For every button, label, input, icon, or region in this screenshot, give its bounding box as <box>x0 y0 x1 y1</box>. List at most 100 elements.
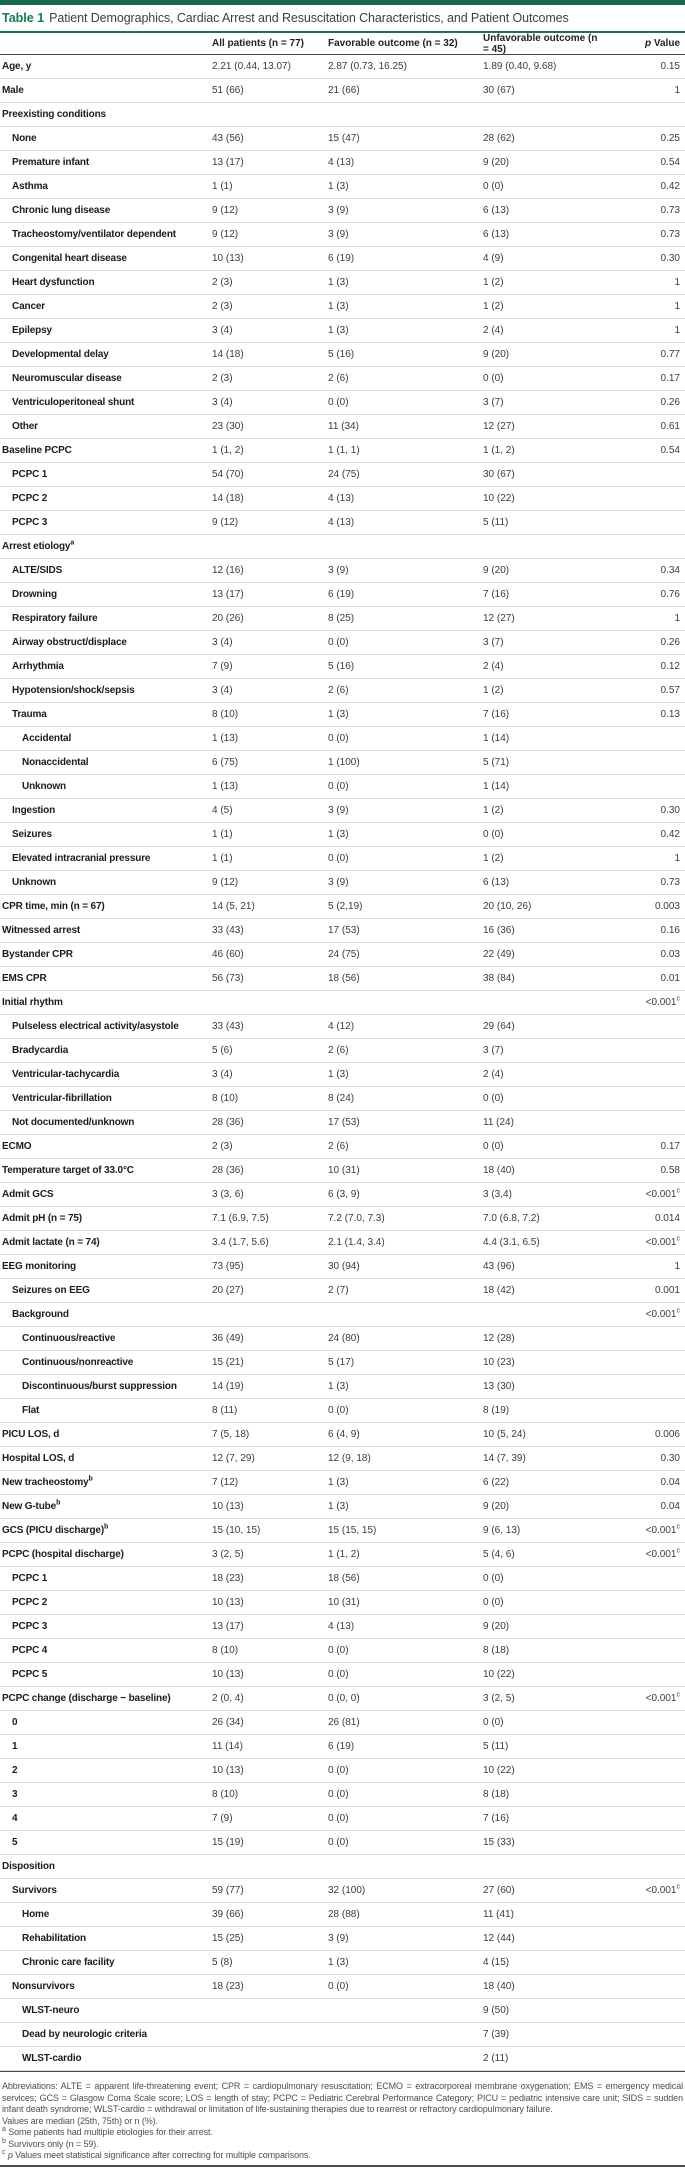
table-row: GCS (PICU discharge)b 15 (10, 15) 15 (15, … <box>0 1519 685 1543</box>
cell-all-patients: 13 (17) <box>212 589 244 600</box>
table-row: PCPC change (discharge − baseline) 2 (0, … <box>0 1687 685 1711</box>
table-row: PCPC 4 8 (10) 0 (0) 8 (18) <box>0 1639 685 1663</box>
header-p-value: p Value <box>644 38 680 49</box>
table-row: Nonsurvivors 18 (23) 0 (0) 18 (40) <box>0 1975 685 1999</box>
cell-unfavorable-outcome: 13 (30) <box>483 1381 515 1392</box>
cell-all-patients: 3 (4) <box>212 1069 233 1080</box>
table-row: 4 7 (9) 0 (0) 7 (16) <box>0 1807 685 1831</box>
cell-all-patients: 1 (1) <box>212 853 233 864</box>
cell-unfavorable-outcome: 0 (0) <box>483 181 504 192</box>
cell-unfavorable-outcome: 27 (60) <box>483 1885 515 1896</box>
table-row: Temperature target of 33.0°C 28 (36) 10 (3… <box>0 1159 685 1183</box>
cell-all-patients: 7 (5, 18) <box>212 1429 250 1440</box>
cell-favorable-outcome: 5 (16) <box>328 349 355 360</box>
cell-favorable-outcome: 3 (9) <box>328 205 349 216</box>
table-row: Ingestion 4 (5) 3 (9) 1 (2) 0.30 <box>0 799 685 823</box>
table-row: Chronic lung disease 9 (12) 3 (9) 6 (13) 0.7… <box>0 199 685 223</box>
cell-unfavorable-outcome: 5 (11) <box>483 1741 509 1752</box>
cell-p-value: 0.04 <box>660 1501 680 1512</box>
table-number-label: Table 1 <box>2 11 45 25</box>
row-label: Dead by neurologic criteria <box>22 2029 147 2040</box>
cell-favorable-outcome: 2 (6) <box>328 1141 349 1152</box>
cell-unfavorable-outcome: 3 (2, 5) <box>483 1693 515 1704</box>
cell-unfavorable-outcome: 1 (2) <box>483 685 504 696</box>
row-label: Premature infant <box>12 157 90 168</box>
cell-unfavorable-outcome: 4 (9) <box>483 253 504 264</box>
cell-favorable-outcome: 0 (0) <box>328 1765 349 1776</box>
cell-all-patients: 8 (10) <box>212 1645 239 1656</box>
table-row: Unknown 9 (12) 3 (9) 6 (13) 0.73 <box>0 871 685 895</box>
table-row: Ventriculoperitoneal shunt 3 (4) 0 (0) 3 (7… <box>0 391 685 415</box>
cell-all-patients: 10 (13) <box>212 1597 244 1608</box>
row-label: PCPC 1 <box>12 1573 48 1584</box>
row-label: Arrest etiologya <box>2 539 75 552</box>
row-label: Nonaccidental <box>22 757 89 768</box>
table-row: Trauma 8 (10) 1 (3) 7 (16) 0.13 <box>0 703 685 727</box>
row-label: Drowning <box>12 589 57 600</box>
cell-p-value: <0.001c <box>645 1523 680 1536</box>
cell-p-value: 0.26 <box>660 637 680 648</box>
cell-p-value: 0.30 <box>660 805 680 816</box>
cell-all-patients: 9 (12) <box>212 517 239 528</box>
table-title: Table 1 Patient Demographics, Cardiac Ar… <box>0 5 685 33</box>
cell-favorable-outcome: 0 (0) <box>328 733 349 744</box>
cell-unfavorable-outcome: 8 (19) <box>483 1405 510 1416</box>
cell-p-value: <0.001c <box>645 1547 680 1560</box>
table-row: Continuous/nonreactive 15 (21) 5 (17) 10 (2… <box>0 1351 685 1375</box>
row-label: PICU LOS, d <box>2 1429 60 1440</box>
cell-favorable-outcome: 1 (3) <box>328 277 349 288</box>
cell-all-patients: 39 (66) <box>212 1909 244 1920</box>
cell-p-value: <0.001c <box>645 1691 680 1704</box>
row-label: Survivors <box>12 1885 57 1896</box>
table-row: Continuous/reactive 36 (49) 24 (80) 12 (28) <box>0 1327 685 1351</box>
cell-unfavorable-outcome: 12 (28) <box>483 1333 515 1344</box>
cell-p-value: 1 <box>674 85 680 96</box>
table-row: Hospital LOS, d 12 (7, 29) 12 (9, 18) 14 (7… <box>0 1447 685 1471</box>
cell-all-patients: 10 (13) <box>212 253 244 264</box>
table-row: ECMO 2 (3) 2 (6) 0 (0) 0.17 <box>0 1135 685 1159</box>
cell-favorable-outcome: 0 (0) <box>328 1645 349 1656</box>
cell-favorable-outcome: 15 (15, 15) <box>328 1525 377 1536</box>
table-row: Heart dysfunction 2 (3) 1 (3) 1 (2) 1 <box>0 271 685 295</box>
cell-p-value: 0.26 <box>660 397 680 408</box>
row-label: Respiratory failure <box>12 613 98 624</box>
table-row: Admit lactate (n = 74) 3.4 (1.7, 5.6) 2.1 … <box>0 1231 685 1255</box>
cell-favorable-outcome: 10 (31) <box>328 1165 360 1176</box>
cell-favorable-outcome: 0 (0) <box>328 853 349 864</box>
cell-favorable-outcome: 5 (16) <box>328 661 355 672</box>
cell-p-value: 0.54 <box>660 157 680 168</box>
cell-favorable-outcome: 17 (53) <box>328 925 360 936</box>
cell-all-patients: 8 (10) <box>212 1093 239 1104</box>
cell-unfavorable-outcome: 15 (33) <box>483 1837 515 1848</box>
cell-favorable-outcome: 8 (24) <box>328 1093 355 1104</box>
cell-unfavorable-outcome: 10 (22) <box>483 493 515 504</box>
cell-favorable-outcome: 1 (100) <box>328 757 360 768</box>
table-row: Asthma 1 (1) 1 (3) 0 (0) 0.42 <box>0 175 685 199</box>
table-row: PCPC 2 10 (13) 10 (31) 0 (0) <box>0 1591 685 1615</box>
row-label: Unknown <box>12 877 56 888</box>
cell-unfavorable-outcome: 4 (15) <box>483 1957 510 1968</box>
table-row: 5 15 (19) 0 (0) 15 (33) <box>0 1831 685 1855</box>
table-row: Home 39 (66) 28 (88) 11 (41) <box>0 1903 685 1927</box>
row-label: Ventricular-tachycardia <box>12 1069 120 1080</box>
cell-favorable-outcome: 3 (9) <box>328 1933 349 1944</box>
cell-favorable-outcome: 6 (4, 9) <box>328 1429 360 1440</box>
cell-favorable-outcome: 0 (0) <box>328 1837 349 1848</box>
row-label: PCPC 2 <box>12 1597 48 1608</box>
row-label: Developmental delay <box>12 349 109 360</box>
cell-all-patients: 15 (21) <box>212 1357 244 1368</box>
table-row: Drowning 13 (17) 6 (19) 7 (16) 0.76 <box>0 583 685 607</box>
cell-favorable-outcome: 24 (75) <box>328 949 360 960</box>
cell-p-value: <0.001c <box>645 1883 680 1896</box>
table-row: Male 51 (66) 21 (66) 30 (67) 1 <box>0 79 685 103</box>
cell-all-patients: 13 (17) <box>212 157 244 168</box>
cell-unfavorable-outcome: 0 (0) <box>483 1717 504 1728</box>
row-label: 3 <box>12 1789 18 1800</box>
cell-unfavorable-outcome: 2 (4) <box>483 325 504 336</box>
cell-favorable-outcome: 5 (2,19) <box>328 901 363 912</box>
row-label: Home <box>22 1909 50 1920</box>
row-label: Seizures <box>12 829 52 840</box>
table-row: PCPC 1 54 (70) 24 (75) 30 (67) <box>0 463 685 487</box>
cell-favorable-outcome: 4 (13) <box>328 493 355 504</box>
cell-p-value: 0.12 <box>660 661 680 672</box>
